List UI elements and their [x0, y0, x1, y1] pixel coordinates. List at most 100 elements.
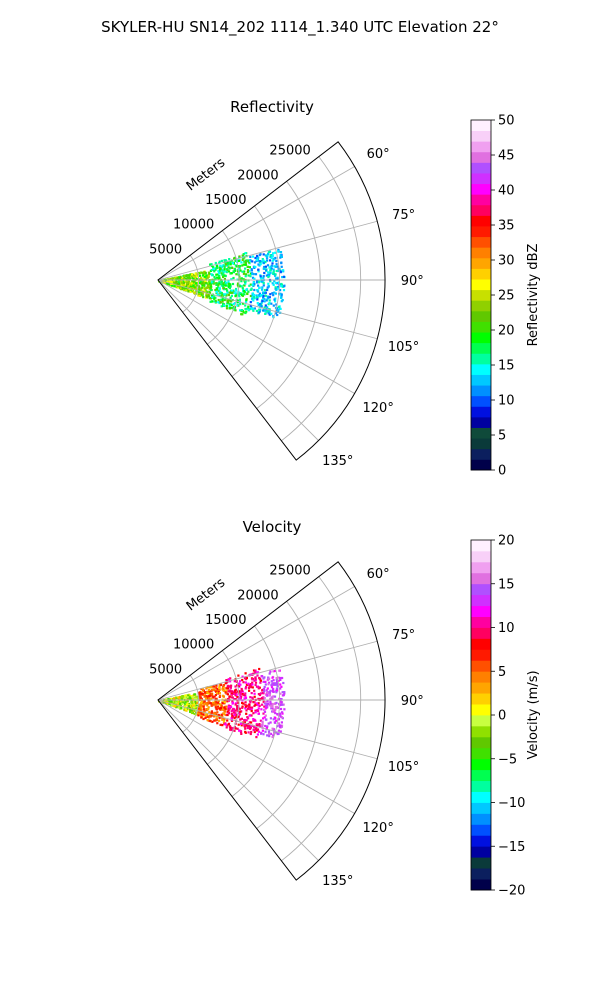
echo-pixel — [198, 294, 201, 297]
echo-pixel — [270, 312, 273, 315]
colorbar-segment — [471, 448, 491, 460]
colorbar-segment — [471, 247, 491, 259]
echo-pixel — [255, 296, 258, 299]
echo-pixel — [255, 723, 258, 726]
echo-pixel — [247, 705, 250, 708]
range-ring — [231, 625, 281, 797]
echo-pixel — [276, 689, 279, 692]
echo-pixel — [180, 698, 183, 701]
echo-pixel — [165, 282, 168, 285]
echo-pixel — [189, 273, 192, 276]
echo-pixel — [234, 295, 237, 298]
echo-pixel — [234, 712, 237, 715]
echo-pixel — [236, 706, 239, 709]
echo-pixel — [249, 701, 252, 704]
echo-pixel — [170, 284, 173, 287]
echo-pixel — [194, 272, 197, 275]
echo-pixel — [214, 296, 217, 299]
echo-pixel — [259, 280, 262, 283]
echo-pixel — [237, 704, 240, 708]
echo-pixel — [271, 707, 274, 710]
echo-pixel — [218, 266, 221, 269]
echo-pixel — [186, 282, 189, 285]
echo-pixel — [227, 707, 230, 710]
echo-pixel — [215, 290, 219, 293]
echo-pixel — [274, 669, 277, 673]
echo-pixel — [283, 691, 286, 694]
echo-pixel — [269, 702, 273, 705]
echo-pixel — [254, 681, 258, 684]
echo-pixel — [264, 683, 267, 686]
echo-pixel — [235, 702, 238, 705]
echo-pixel — [199, 710, 202, 713]
echo-pixel — [241, 701, 244, 705]
echo-pixel — [217, 282, 220, 285]
echo-pixel — [208, 719, 211, 722]
echo-pixel — [255, 256, 258, 259]
echo-pixel — [214, 268, 217, 271]
echo-pixel — [235, 273, 238, 276]
echo-pixel — [251, 706, 254, 709]
echo-pixel — [241, 689, 244, 692]
echo-pixel — [257, 284, 260, 287]
echo-pixel — [191, 702, 194, 705]
echo-pixel — [269, 697, 272, 700]
echo-pixel — [236, 699, 239, 702]
echo-pixel — [237, 723, 240, 726]
echo-pixel — [238, 298, 241, 301]
echo-pixel — [281, 276, 284, 279]
echo-pixel — [272, 268, 275, 271]
echo-pixel — [220, 683, 223, 687]
echo-pixel — [275, 263, 278, 266]
echo-pixel — [279, 678, 282, 681]
echo-pixel — [251, 276, 255, 279]
echo-pixel — [230, 272, 233, 275]
echo-pixel — [217, 690, 220, 693]
echo-pixel — [227, 280, 230, 283]
echo-pixel — [274, 716, 277, 720]
echo-pixel — [253, 718, 256, 721]
theta-tick-label: 75° — [392, 208, 415, 223]
echo-pixel — [226, 299, 229, 302]
echo-pixel — [193, 280, 196, 283]
echo-pixel — [264, 680, 267, 683]
echo-pixel — [218, 277, 221, 280]
echo-pixel — [243, 284, 246, 287]
echo-pixel — [272, 708, 275, 712]
echo-pixel — [230, 294, 233, 297]
theta-tick-label: 120° — [363, 401, 394, 416]
echo-pixel — [266, 700, 269, 703]
echo-pixel — [200, 282, 203, 285]
echo-pixel — [252, 669, 256, 672]
echo-pixel — [188, 282, 192, 285]
echo-pixel — [234, 309, 237, 312]
echo-pixel — [207, 294, 210, 297]
echo-pixel — [168, 280, 171, 283]
echo-pixel — [190, 709, 193, 712]
echo-pixel — [200, 704, 203, 707]
echo-pixel — [243, 260, 246, 263]
echo-pixel — [266, 310, 269, 313]
echo-pixel — [176, 285, 179, 288]
range-ring — [182, 675, 199, 733]
echo-pixel — [225, 689, 228, 692]
echo-pixel — [226, 291, 229, 294]
echo-pixel — [257, 281, 260, 284]
echo-pixel — [232, 716, 235, 719]
echo-pixel — [218, 719, 221, 722]
echo-pixel — [218, 685, 221, 688]
echo-pixel — [273, 730, 276, 734]
range-ring — [256, 181, 321, 409]
colorbar-segment — [471, 141, 491, 153]
echo-pixel — [244, 311, 247, 315]
echo-pixel — [232, 270, 235, 273]
echo-pixel — [265, 718, 268, 721]
echo-pixel — [197, 714, 200, 717]
echo-pixel — [258, 667, 261, 671]
echo-pixel — [232, 692, 236, 695]
echo-pixel — [277, 248, 280, 251]
colorbar-segment — [471, 226, 491, 238]
echo-pixel — [232, 701, 235, 704]
echo-pixel — [203, 277, 206, 280]
echo-pixel — [248, 685, 251, 688]
